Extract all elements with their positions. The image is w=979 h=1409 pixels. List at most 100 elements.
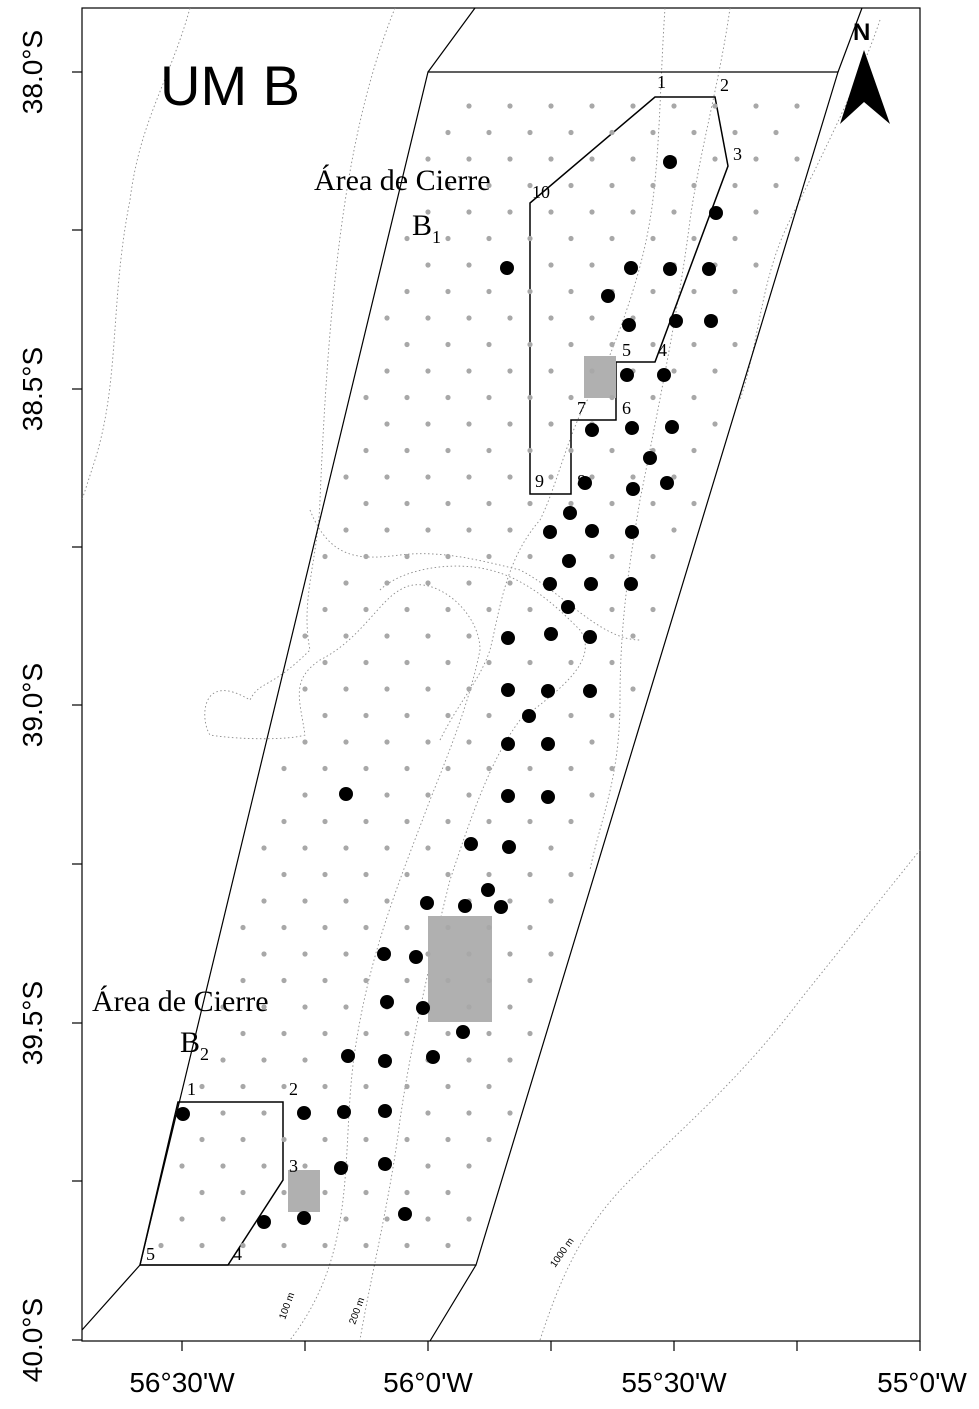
negative-station: [384, 474, 390, 480]
negative-station: [384, 898, 390, 904]
positive-station: [626, 482, 640, 496]
negative-station: [199, 1242, 205, 1249]
b1-vertex-1: 1: [657, 72, 666, 92]
negative-station: [486, 606, 492, 613]
negative-station: [322, 553, 328, 560]
negative-station: [240, 924, 246, 931]
negative-station: [548, 474, 554, 480]
negative-station: [425, 845, 431, 851]
lon-label-55-0: 55°0'W: [877, 1367, 967, 1398]
negative-station: [630, 156, 636, 162]
negative-station: [363, 553, 369, 560]
negative-station: [363, 500, 369, 507]
negative-station: [486, 924, 492, 931]
positive-station: [624, 577, 638, 591]
negative-station: [281, 871, 287, 878]
negative-station: [609, 182, 615, 189]
negative-station: [753, 209, 759, 215]
negative-station: [261, 1004, 267, 1010]
negative-station: [363, 1030, 369, 1037]
negative-station: [589, 103, 595, 109]
negative-station: [302, 739, 308, 745]
negative-station: [650, 394, 656, 401]
positive-stations: [176, 155, 723, 1229]
positive-station: [378, 1157, 392, 1171]
negative-station: [445, 765, 451, 772]
positive-station: [583, 630, 597, 644]
negative-station: [363, 447, 369, 454]
negative-station: [589, 368, 595, 374]
negative-station: [322, 924, 328, 931]
positive-station: [704, 314, 718, 328]
negative-station: [240, 1030, 246, 1037]
negative-station: [363, 765, 369, 772]
longitude-labels: 56°30'W 56°0'W 55°30'W 55°0'W: [129, 1367, 967, 1398]
negative-station: [794, 103, 800, 109]
negative-station: [507, 580, 513, 586]
closure-area-b2-polygon: [139, 1101, 284, 1266]
positive-station: [624, 261, 638, 275]
positive-station: [541, 790, 555, 804]
negative-station: [240, 1242, 246, 1249]
negative-station: [650, 553, 656, 560]
b2-vertex-2: 2: [289, 1079, 298, 1099]
lat-label-39-5: 39.5°S: [17, 981, 48, 1065]
negative-station: [630, 633, 636, 639]
negative-station: [158, 1242, 164, 1249]
negative-station: [425, 262, 431, 268]
negative-station: [568, 659, 574, 666]
negative-station: [589, 262, 595, 268]
negative-station: [261, 1163, 267, 1169]
negative-station: [548, 845, 554, 851]
negative-station: [568, 129, 574, 136]
negative-station: [384, 686, 390, 692]
axis-ticks: [72, 71, 921, 1351]
negative-station: [609, 235, 615, 242]
negative-station: [691, 182, 697, 189]
negative-station: [609, 606, 615, 613]
negative-station: [404, 977, 410, 984]
negative-station: [568, 818, 574, 825]
negative-station: [199, 1083, 205, 1090]
positive-station: [494, 900, 508, 914]
negative-station: [507, 103, 513, 109]
negative-station: [486, 447, 492, 454]
b1-vertex-8: 8: [577, 471, 586, 491]
negative-station: [281, 1030, 287, 1037]
negative-station: [466, 633, 472, 639]
b1-vertex-7: 7: [577, 398, 586, 418]
latitude-labels: 38.0°S 38.5°S 39.0°S 39.5°S 40.0°S: [17, 30, 48, 1382]
negative-station: [343, 633, 349, 639]
b1-vertex-6: 6: [622, 398, 631, 418]
negative-station: [302, 845, 308, 851]
shaded-area-b2: [288, 1170, 320, 1212]
b1-vertex-10: 10: [532, 182, 550, 202]
negative-station: [527, 235, 533, 242]
outline-extension-ne: [837, 7, 863, 73]
negative-station: [384, 1216, 390, 1222]
negative-station: [261, 951, 267, 957]
negative-station: [445, 235, 451, 242]
positive-station: [702, 262, 716, 276]
positive-station: [522, 709, 536, 723]
negative-station: [568, 765, 574, 772]
negative-station: [630, 686, 636, 692]
negative-station: [609, 712, 615, 719]
negative-station: [445, 129, 451, 136]
negative-station: [281, 924, 287, 931]
negative-station: [343, 686, 349, 692]
positive-station: [456, 1025, 470, 1039]
negative-station: [589, 156, 595, 162]
closure-area-b1-label: Área de Cierre: [314, 164, 491, 197]
negative-station: [363, 818, 369, 825]
negative-station: [343, 527, 349, 533]
north-label: N: [853, 19, 870, 46]
negative-station: [527, 606, 533, 613]
negative-station: [384, 792, 390, 798]
negative-station: [466, 421, 472, 427]
negative-station: [445, 500, 451, 507]
negative-station: [650, 235, 656, 242]
negative-station: [568, 235, 574, 242]
negative-station: [507, 898, 513, 904]
negative-station: [363, 924, 369, 931]
